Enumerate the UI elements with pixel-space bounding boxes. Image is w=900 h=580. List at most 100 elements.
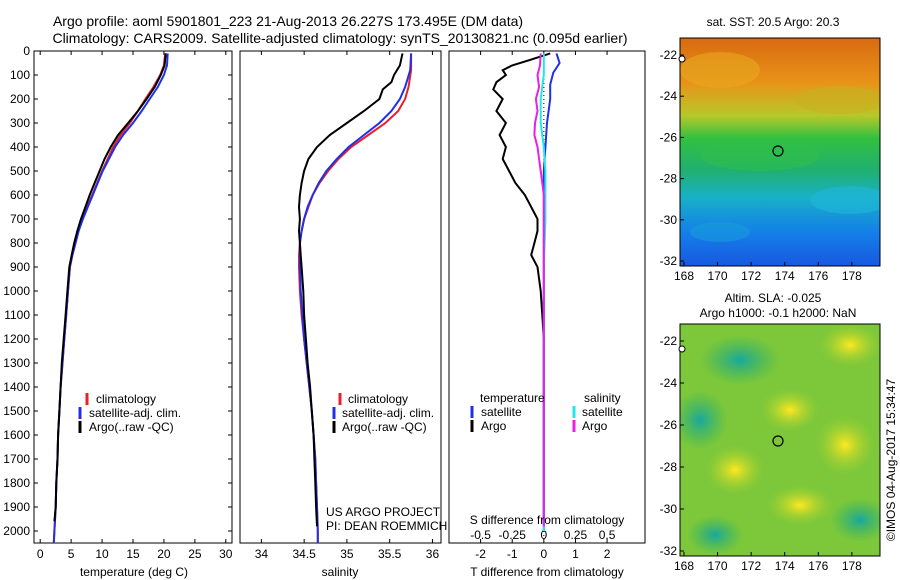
credit-project: US ARGO PROJECT bbox=[326, 505, 441, 519]
salinity-axis-ticks: 34 34.5 35 35.5 36 bbox=[255, 51, 440, 561]
s-diff-tick-label: -0.5 bbox=[470, 528, 491, 542]
imos-timestamp: ©IMOS 04-Aug-2017 15:34:47 bbox=[884, 379, 898, 542]
x-tick-label: 35 bbox=[340, 547, 354, 561]
series-line-argo-raw-qc bbox=[297, 53, 404, 527]
salinity-plot-frame bbox=[239, 50, 442, 544]
lat-tick-label: -28 bbox=[660, 460, 678, 474]
salinity-xlabel: salinity bbox=[322, 565, 359, 579]
sla-latitude-ticks: -22 -24 -26 -28 -30 -32 bbox=[660, 334, 684, 558]
s-diff-tick-label: 0.5 bbox=[599, 528, 616, 542]
sst-map-panel: sat. SST: 20.5 Argo: 20.3 -22 -24 -26 -28 -3… bbox=[660, 15, 881, 283]
sla-longitude-ticks: 168 170 172 174 176 178 bbox=[674, 552, 862, 573]
depth-tick-label: 1600 bbox=[3, 428, 30, 442]
series-line-argo-raw-qc bbox=[53, 53, 167, 522]
depth-tick-label: 300 bbox=[10, 116, 30, 130]
depth-tick-label: 800 bbox=[10, 236, 30, 250]
lon-tick-label: 174 bbox=[775, 559, 795, 573]
lon-tick-label: 176 bbox=[808, 269, 828, 283]
lon-tick-label: 170 bbox=[708, 559, 728, 573]
sst-map-title: sat. SST: 20.5 Argo: 20.3 bbox=[707, 15, 840, 29]
depth-tick-label: 1000 bbox=[3, 284, 30, 298]
series-line-salinity-argo bbox=[533, 53, 545, 527]
lat-tick-label: -22 bbox=[660, 48, 678, 62]
x-tick-label: 15 bbox=[126, 547, 140, 561]
x-tick-label: 2 bbox=[604, 547, 611, 561]
legend-header-temperature: temperature bbox=[480, 391, 545, 405]
lat-tick-label: -30 bbox=[660, 502, 678, 516]
x-tick-label: 1 bbox=[572, 547, 579, 561]
map-corner-marker bbox=[678, 55, 686, 63]
temperature-panel: 0100200300400500600700800900100011001200… bbox=[3, 44, 233, 579]
depth-tick-label: 1800 bbox=[3, 476, 30, 490]
figure-title-line2: Climatology: CARS2009. Satellite-adjuste… bbox=[52, 30, 627, 46]
x-tick-label: 10 bbox=[95, 547, 109, 561]
salinity-panel: 34 34.5 35 35.5 36 salinity climatology sate… bbox=[239, 50, 447, 579]
series-line-temperature-argo bbox=[492, 52, 551, 522]
temperature-plot-frame bbox=[33, 50, 233, 544]
temperature-series bbox=[52, 53, 169, 544]
x-tick-label: 5 bbox=[68, 547, 75, 561]
temperature-legend: climatology satellite-adj. clim. Argo(..… bbox=[78, 392, 181, 434]
x-tick-label: 34.5 bbox=[292, 547, 316, 561]
difference-panel: -2 -1 0 1 2 -0.5 -0.25 0 0.25 0.5 T difference f… bbox=[448, 50, 646, 579]
lon-tick-label: 168 bbox=[674, 269, 694, 283]
sla-map-image bbox=[680, 324, 880, 556]
legend-label-salinity-argo: Argo bbox=[582, 419, 608, 433]
s-diff-tick-label: 0 bbox=[540, 528, 547, 542]
lat-tick-label: -24 bbox=[660, 89, 678, 103]
legend-label-argo: Argo(..raw -QC) bbox=[342, 420, 427, 434]
sst-longitude-ticks: 168 170 172 174 176 178 bbox=[674, 262, 862, 283]
x-tick-label: 0 bbox=[540, 547, 547, 561]
legend-header-salinity: salinity bbox=[584, 391, 621, 405]
depth-axis-ticks: 0 100 200 300 400 500 600 700 800 900 1000 1100 1200… bbox=[3, 44, 232, 538]
x-tick-label: 36 bbox=[426, 547, 440, 561]
depth-tick-label: 200 bbox=[10, 92, 30, 106]
legend-label-climatology: climatology bbox=[348, 392, 408, 406]
lon-tick-label: 172 bbox=[741, 269, 761, 283]
lon-tick-label: 176 bbox=[808, 559, 828, 573]
depth-tick-label: 700 bbox=[10, 212, 30, 226]
legend-label-climatology: climatology bbox=[96, 392, 156, 406]
depth-tick-label: 1400 bbox=[3, 380, 30, 394]
temperature-xlabel: temperature (deg C) bbox=[80, 565, 188, 579]
lat-tick-label: -30 bbox=[660, 213, 678, 227]
lat-tick-label: -22 bbox=[660, 334, 678, 348]
depth-tick-label: 1100 bbox=[4, 308, 30, 322]
t-difference-xlabel: T difference from climatology bbox=[470, 565, 624, 579]
depth-tick-label: 900 bbox=[10, 260, 30, 274]
lon-tick-label: 168 bbox=[674, 559, 694, 573]
t-difference-axis-ticks: -2 -1 0 1 2 bbox=[475, 51, 611, 561]
legend-label-salinity-satellite: satellite bbox=[582, 405, 623, 419]
legend-label-argo: Argo(..raw -QC) bbox=[89, 420, 174, 434]
depth-tick-label: 400 bbox=[10, 140, 30, 154]
depth-tick-label: 500 bbox=[10, 164, 30, 178]
x-tick-label: 25 bbox=[188, 547, 202, 561]
sst-latitude-ticks: -22 -24 -26 -28 -30 -32 bbox=[660, 48, 684, 268]
depth-tick-label: 600 bbox=[10, 188, 30, 202]
sst-map-frame bbox=[679, 37, 881, 267]
depth-tick-label: 1700 bbox=[3, 452, 30, 466]
s-diff-tick-label: 0.25 bbox=[564, 528, 588, 542]
x-tick-label: 30 bbox=[219, 547, 233, 561]
map-corner-marker bbox=[678, 345, 686, 353]
sla-map-frame bbox=[679, 323, 881, 557]
temperature-axis-ticks: 0 5 10 15 20 25 30 bbox=[37, 51, 233, 561]
sla-map-title-line2: Argo h1000: -0.1 h2000: NaN bbox=[700, 306, 857, 320]
s-difference-axis-ticks: -0.5 -0.25 0 0.25 0.5 bbox=[470, 528, 615, 542]
credit-pi: PI: DEAN ROEMMICH bbox=[326, 519, 447, 533]
lat-tick-label: -32 bbox=[660, 254, 678, 268]
legend-label-temperature-satellite: satellite bbox=[481, 405, 522, 419]
x-tick-label: -2 bbox=[475, 547, 486, 561]
lat-tick-label: -26 bbox=[660, 130, 678, 144]
lat-tick-label: -32 bbox=[660, 544, 678, 558]
salinity-legend: climatology satellite-adj. clim. Argo(..… bbox=[332, 392, 434, 434]
difference-legend: temperature salinity satellite Argo sate… bbox=[470, 391, 623, 433]
x-tick-label: 34 bbox=[255, 547, 269, 561]
legend-label-temperature-argo: Argo bbox=[481, 419, 507, 433]
depth-tick-label: 1200 bbox=[3, 332, 30, 346]
depth-tick-label: 100 bbox=[10, 68, 30, 82]
lon-tick-label: 178 bbox=[842, 269, 862, 283]
sla-map-title-line1: Altim. SLA: -0.025 bbox=[725, 291, 822, 305]
lat-tick-label: -28 bbox=[660, 172, 678, 186]
